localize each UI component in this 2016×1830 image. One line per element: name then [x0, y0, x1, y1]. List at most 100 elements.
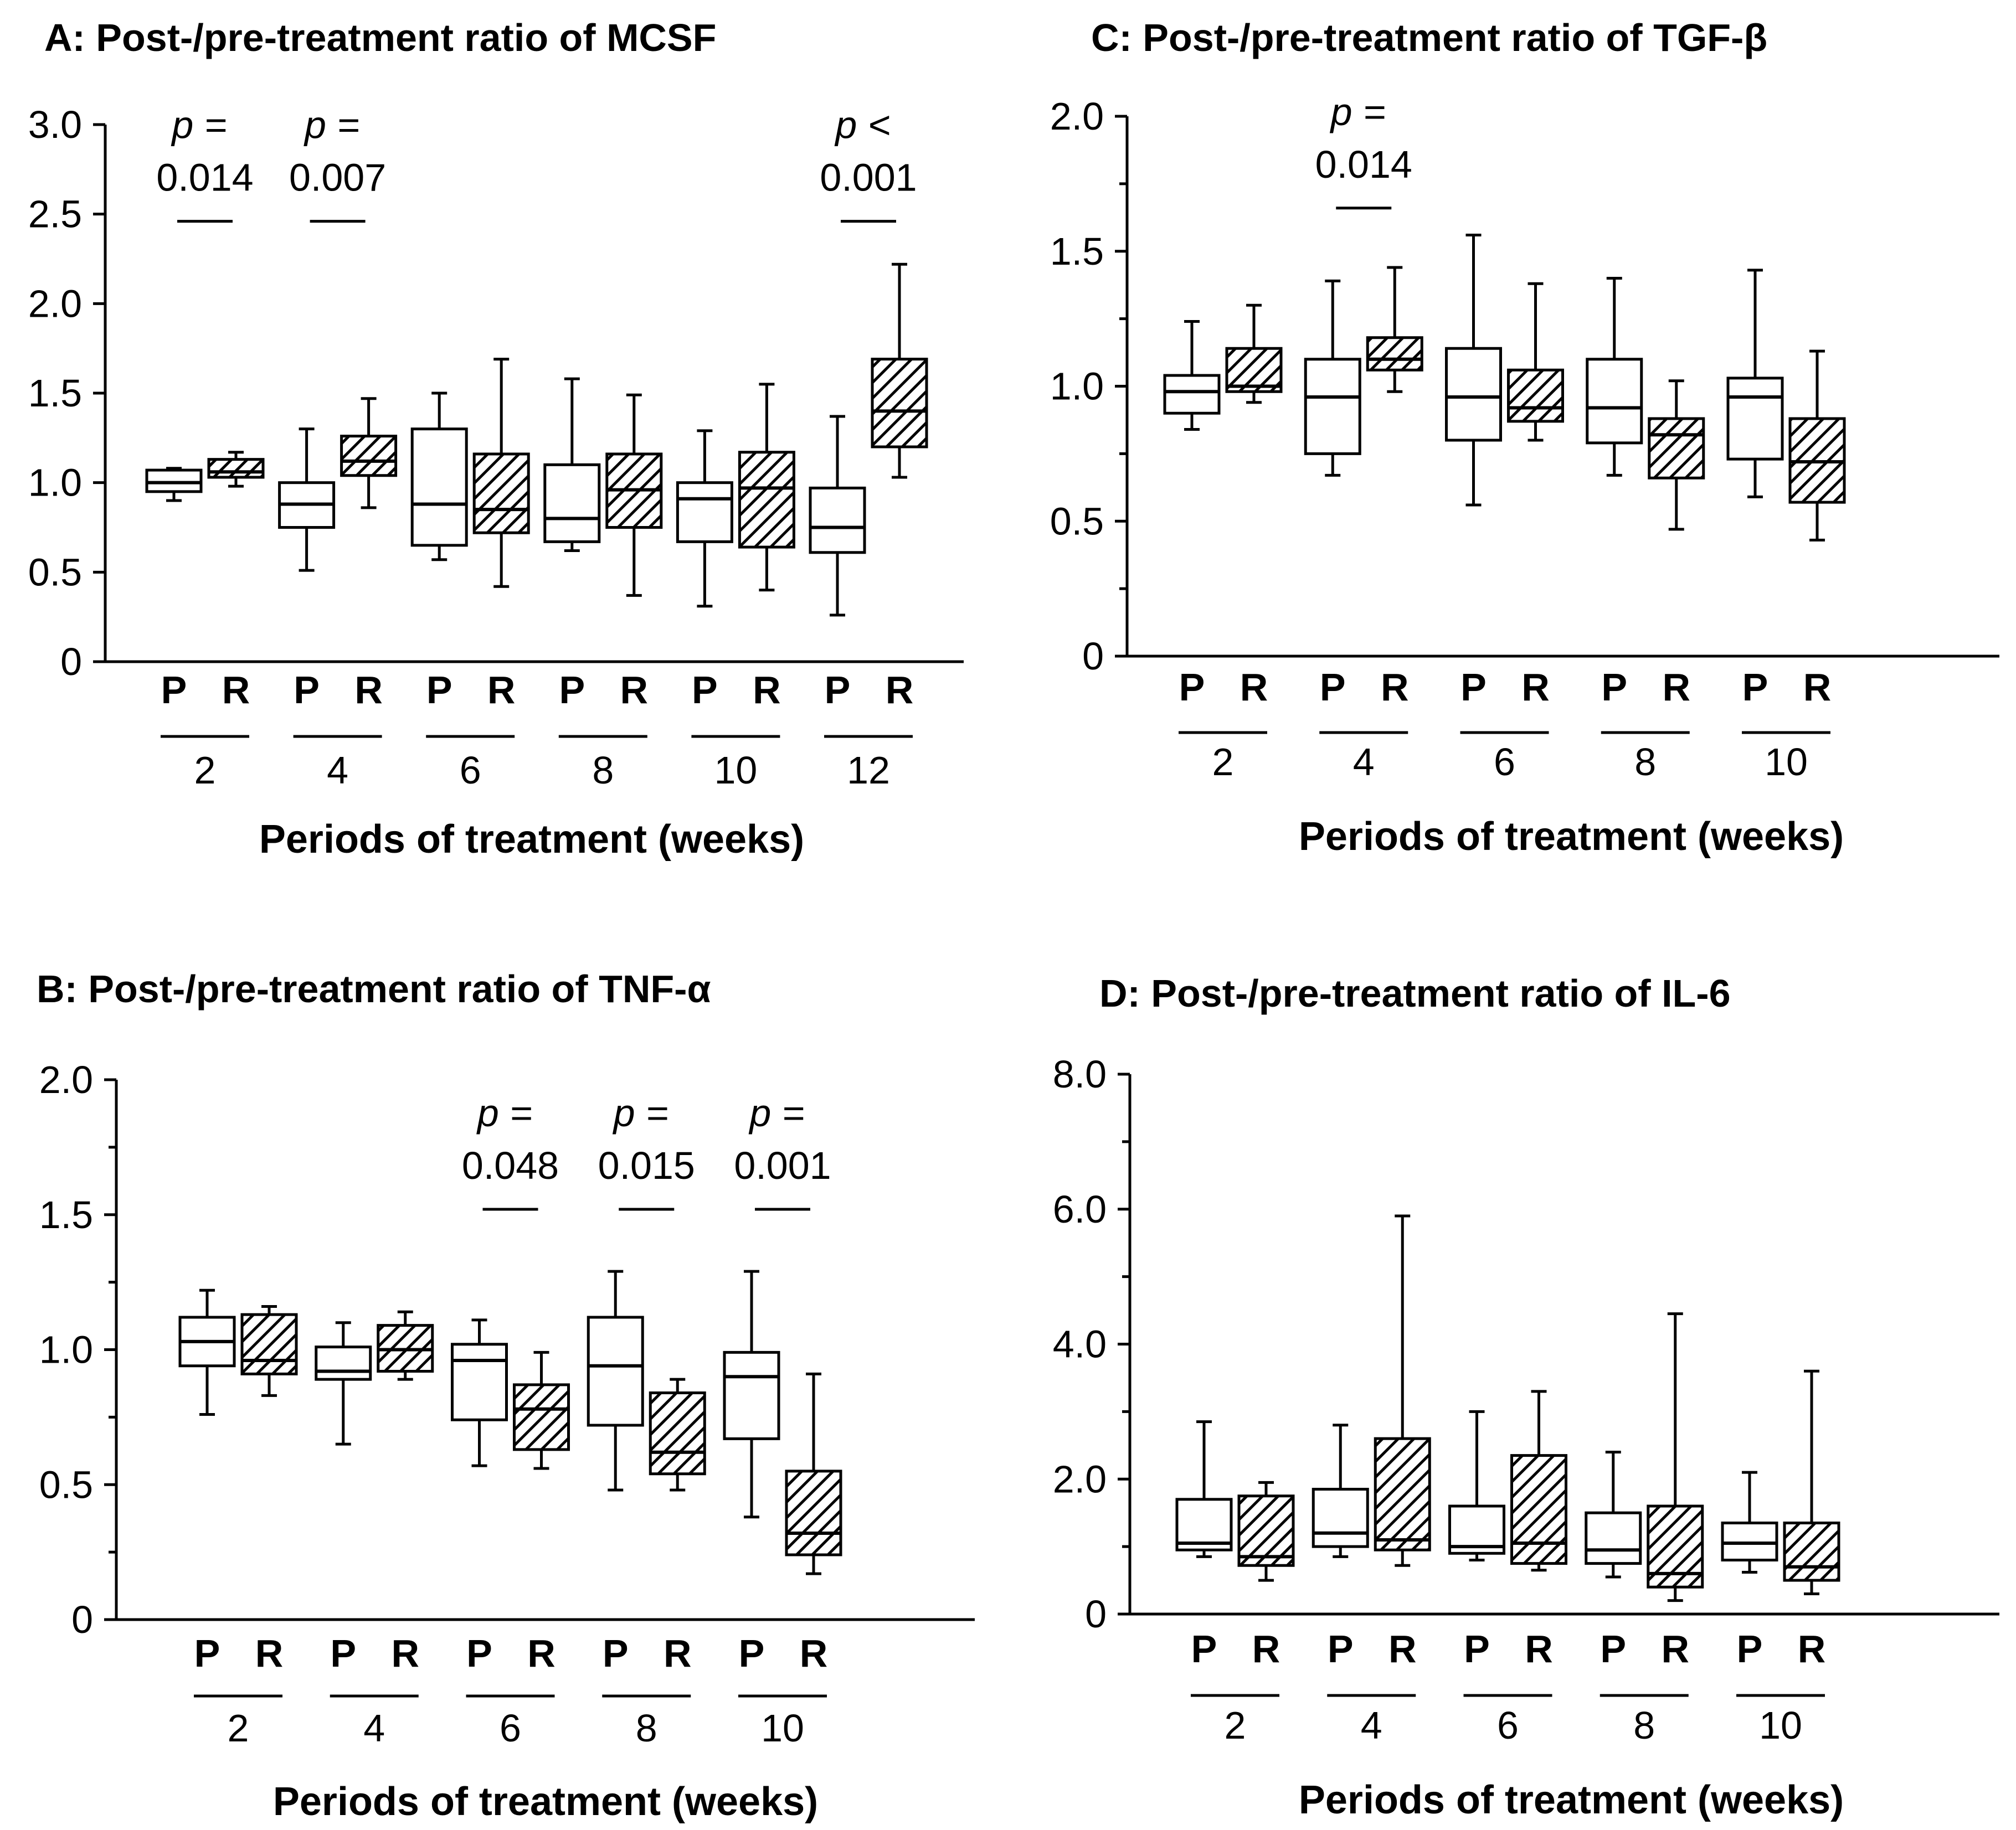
panel-c-week-label: 6 — [1494, 740, 1515, 783]
panel-d-group-label-r: R — [1252, 1627, 1280, 1671]
panel-d-box-r-week-4-iqr — [1374, 1437, 1431, 1551]
panel-c-y-tick-label: 0.5 — [1050, 499, 1104, 543]
panel-b-week-label: 2 — [228, 1707, 249, 1750]
panel-a-box-r-week-4 — [340, 397, 398, 509]
panel-d-box-p-week-2 — [1175, 1420, 1233, 1558]
panel-d-y-tick-label: 6.0 — [1053, 1188, 1107, 1231]
panel-b-box-r-week-10 — [785, 1372, 842, 1575]
panel-b-box-p-week-10 — [723, 1270, 780, 1519]
panel-c-box-p-week-10-iqr — [1726, 377, 1784, 461]
panel-b-group-label-r: R — [527, 1632, 556, 1675]
panel-a-group-label-r: R — [487, 668, 516, 712]
panel-c-week-label: 10 — [1765, 740, 1808, 783]
panel-d-il6: D: Post-/pre-treatment ratio of IL-6 Per… — [1053, 972, 1999, 1822]
panel-b-group-label-r: R — [391, 1632, 419, 1675]
panel-a-pvalue-prefix: p < — [834, 104, 890, 147]
panel-c-box-p-week-6-iqr — [1445, 347, 1502, 442]
panel-a-y-tick-label: 3.0 — [28, 103, 82, 146]
panel-a-box-p-week-10 — [676, 429, 733, 608]
panel-d-group-label-r: R — [1388, 1627, 1417, 1671]
panel-b-pvalue-prefix: p = — [613, 1091, 668, 1135]
panel-d-group-label-p: P — [1600, 1627, 1626, 1671]
panel-c-box-r-week-4-iqr — [1366, 336, 1423, 372]
panel-d-box-p-week-8 — [1585, 1451, 1642, 1579]
panel-c-group-label-r: R — [1381, 666, 1409, 709]
panel-b-box-p-week-10-iqr — [723, 1350, 780, 1440]
panel-d-box-r-week-6-iqr — [1510, 1454, 1567, 1565]
panel-d-y-tick-label: 0 — [1085, 1592, 1107, 1636]
panel-c-xlabel: Periods of treatment (weeks) — [1299, 815, 1844, 859]
panel-d-box-p-week-10-iqr — [1721, 1521, 1778, 1561]
panel-d-y-tick-label: 2.0 — [1053, 1457, 1107, 1501]
panel-d-box-p-week-8-iqr — [1585, 1511, 1642, 1565]
panel-a-group-label-r: R — [620, 668, 649, 712]
panel-b-box-r-week-4 — [377, 1310, 434, 1381]
panel-c-box-p-week-8 — [1586, 277, 1643, 477]
panel-a-group-label-r: R — [354, 668, 383, 712]
panel-b-tnf: B: Post-/pre-treatment ratio of TNF-α Pe… — [37, 967, 975, 1824]
panel-a-y-tick-label: 1.0 — [28, 461, 82, 504]
panel-a-group-label-p: P — [161, 668, 187, 712]
panel-b-box-p-week-6-iqr — [451, 1343, 508, 1421]
panel-b-box-r-week-10-iqr — [785, 1470, 842, 1556]
panel-d-week-label: 10 — [1759, 1704, 1802, 1747]
panel-a-y-tick-label: 1.5 — [28, 372, 82, 415]
panel-d-group-label-p: P — [1328, 1627, 1354, 1671]
panel-b-box-r-week-6-iqr — [513, 1383, 570, 1451]
panel-d-box-r-week-2-iqr — [1237, 1494, 1295, 1567]
panel-a-box-r-week-8 — [605, 393, 663, 597]
panel-b-pvalue-prefix: p = — [748, 1091, 804, 1135]
panel-b-box-p-week-8 — [587, 1270, 644, 1492]
panel-c-group-label-p: P — [1601, 666, 1627, 709]
panel-a-box-r-week-2-iqr — [207, 458, 265, 479]
panel-c-group-label-r: R — [1803, 666, 1832, 709]
panel-a-box-p-week-6-iqr — [410, 427, 468, 547]
panel-d-group-label-p: P — [1737, 1627, 1763, 1671]
panel-b-week-label: 4 — [363, 1707, 385, 1750]
panel-b-group-label-p: P — [739, 1632, 765, 1675]
panel-d-box-r-week-10-iqr — [1783, 1521, 1840, 1582]
panel-b-group-label-r: R — [664, 1632, 692, 1675]
panel-a-box-r-week-4-iqr — [340, 435, 398, 477]
panel-a-box-p-week-4 — [278, 427, 336, 572]
panel-d-box-r-week-8 — [1647, 1312, 1704, 1602]
panel-b-pvalue-value: 0.015 — [598, 1144, 695, 1187]
panel-b-group-label-r: R — [255, 1632, 284, 1675]
panel-a-pvalue-value: 0.001 — [820, 156, 917, 199]
panel-b-title: B: Post-/pre-treatment ratio of TNF-α — [37, 967, 711, 1011]
panel-b-group-label-p: P — [603, 1632, 629, 1675]
panel-c-box-r-week-4 — [1366, 266, 1423, 393]
panel-a-week-label: 4 — [327, 749, 348, 792]
panel-b-pvalue-value: 0.048 — [462, 1144, 559, 1187]
panel-d-box-r-week-6 — [1510, 1390, 1567, 1572]
panel-a-y-tick-label: 2.0 — [28, 282, 82, 325]
panel-d-box-r-week-10 — [1783, 1369, 1840, 1595]
panel-c-title: C: Post-/pre-treatment ratio of TGF-β — [1091, 16, 1767, 59]
panel-d-box-r-week-2 — [1237, 1481, 1295, 1582]
panel-a-week-label: 2 — [194, 749, 216, 792]
panel-c-box-p-week-10 — [1726, 269, 1784, 498]
panel-a-box-p-week-10-iqr — [676, 481, 733, 543]
panel-c-group-label-p: P — [1179, 666, 1205, 709]
panel-d-plot: 02.04.06.08.0P R2P R4P R6P R8P R10 — [1053, 1053, 1999, 1747]
panel-c-box-p-week-4 — [1304, 279, 1361, 477]
panel-c-y-tick-label: 0 — [1082, 635, 1104, 678]
panel-b-week-label: 6 — [500, 1707, 521, 1750]
panel-d-box-p-week-2-iqr — [1175, 1498, 1233, 1551]
panel-a-week-label: 12 — [847, 749, 890, 792]
panel-a-y-tick-label: 2.5 — [28, 193, 82, 236]
panel-b-pvalue-value: 0.001 — [734, 1144, 831, 1187]
panel-c-group-label-r: R — [1521, 666, 1550, 709]
panel-a-box-p-week-6 — [410, 391, 468, 561]
panel-c-box-r-week-2 — [1225, 303, 1283, 404]
panel-b-group-label-r: R — [800, 1632, 828, 1675]
panel-a-y-tick-label: 0 — [60, 640, 82, 683]
panel-b-box-r-week-2 — [240, 1305, 298, 1397]
panel-a-week-label: 8 — [592, 749, 614, 792]
panel-a-group-label-p: P — [559, 668, 585, 712]
panel-a-group-label-r: R — [222, 668, 250, 712]
panel-c-y-tick-label: 1.5 — [1050, 230, 1104, 273]
